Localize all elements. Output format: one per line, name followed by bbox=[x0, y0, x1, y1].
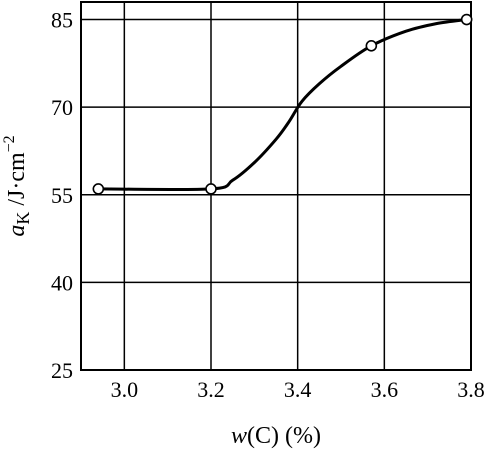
y-tick-label: 70 bbox=[51, 95, 73, 120]
x-tick-label: 3.8 bbox=[457, 377, 485, 402]
x-tick-labels: 3.0 3.2 3.4 3.6 3.8 bbox=[111, 377, 485, 402]
y-axis-title-units: /J·cm bbox=[4, 152, 30, 212]
series-line bbox=[96, 18, 469, 192]
data-point bbox=[92, 183, 105, 195]
x-axis-title-variable: w bbox=[231, 423, 247, 449]
x-tick-label: 3.2 bbox=[197, 377, 225, 402]
y-axis-title-superscript: −2 bbox=[1, 135, 18, 152]
data-point bbox=[365, 40, 378, 52]
y-axis-title-subscript: K bbox=[13, 212, 33, 225]
y-tick-label: 85 bbox=[51, 8, 73, 33]
y-axis-title-variable: a bbox=[4, 225, 30, 237]
x-axis-title: w(C) (%) bbox=[231, 423, 321, 449]
x-tick-label: 3.6 bbox=[371, 377, 399, 402]
x-axis-title-rest: (C) (%) bbox=[247, 423, 321, 449]
grid-lines bbox=[81, 2, 472, 371]
y-tick-label: 40 bbox=[51, 270, 73, 295]
x-tick-label: 3.0 bbox=[111, 377, 139, 402]
data-series bbox=[96, 18, 469, 192]
y-tick-label: 25 bbox=[51, 358, 73, 383]
y-tick-labels: 25 40 55 70 85 bbox=[51, 8, 73, 383]
y-axis-title: aK /J·cm−2 bbox=[1, 135, 33, 236]
data-markers bbox=[92, 13, 473, 195]
x-tick-label: 3.4 bbox=[284, 377, 312, 402]
y-tick-label: 55 bbox=[51, 183, 73, 208]
data-point bbox=[460, 13, 473, 26]
plot-frame bbox=[80, 1, 472, 371]
data-point bbox=[205, 183, 217, 195]
